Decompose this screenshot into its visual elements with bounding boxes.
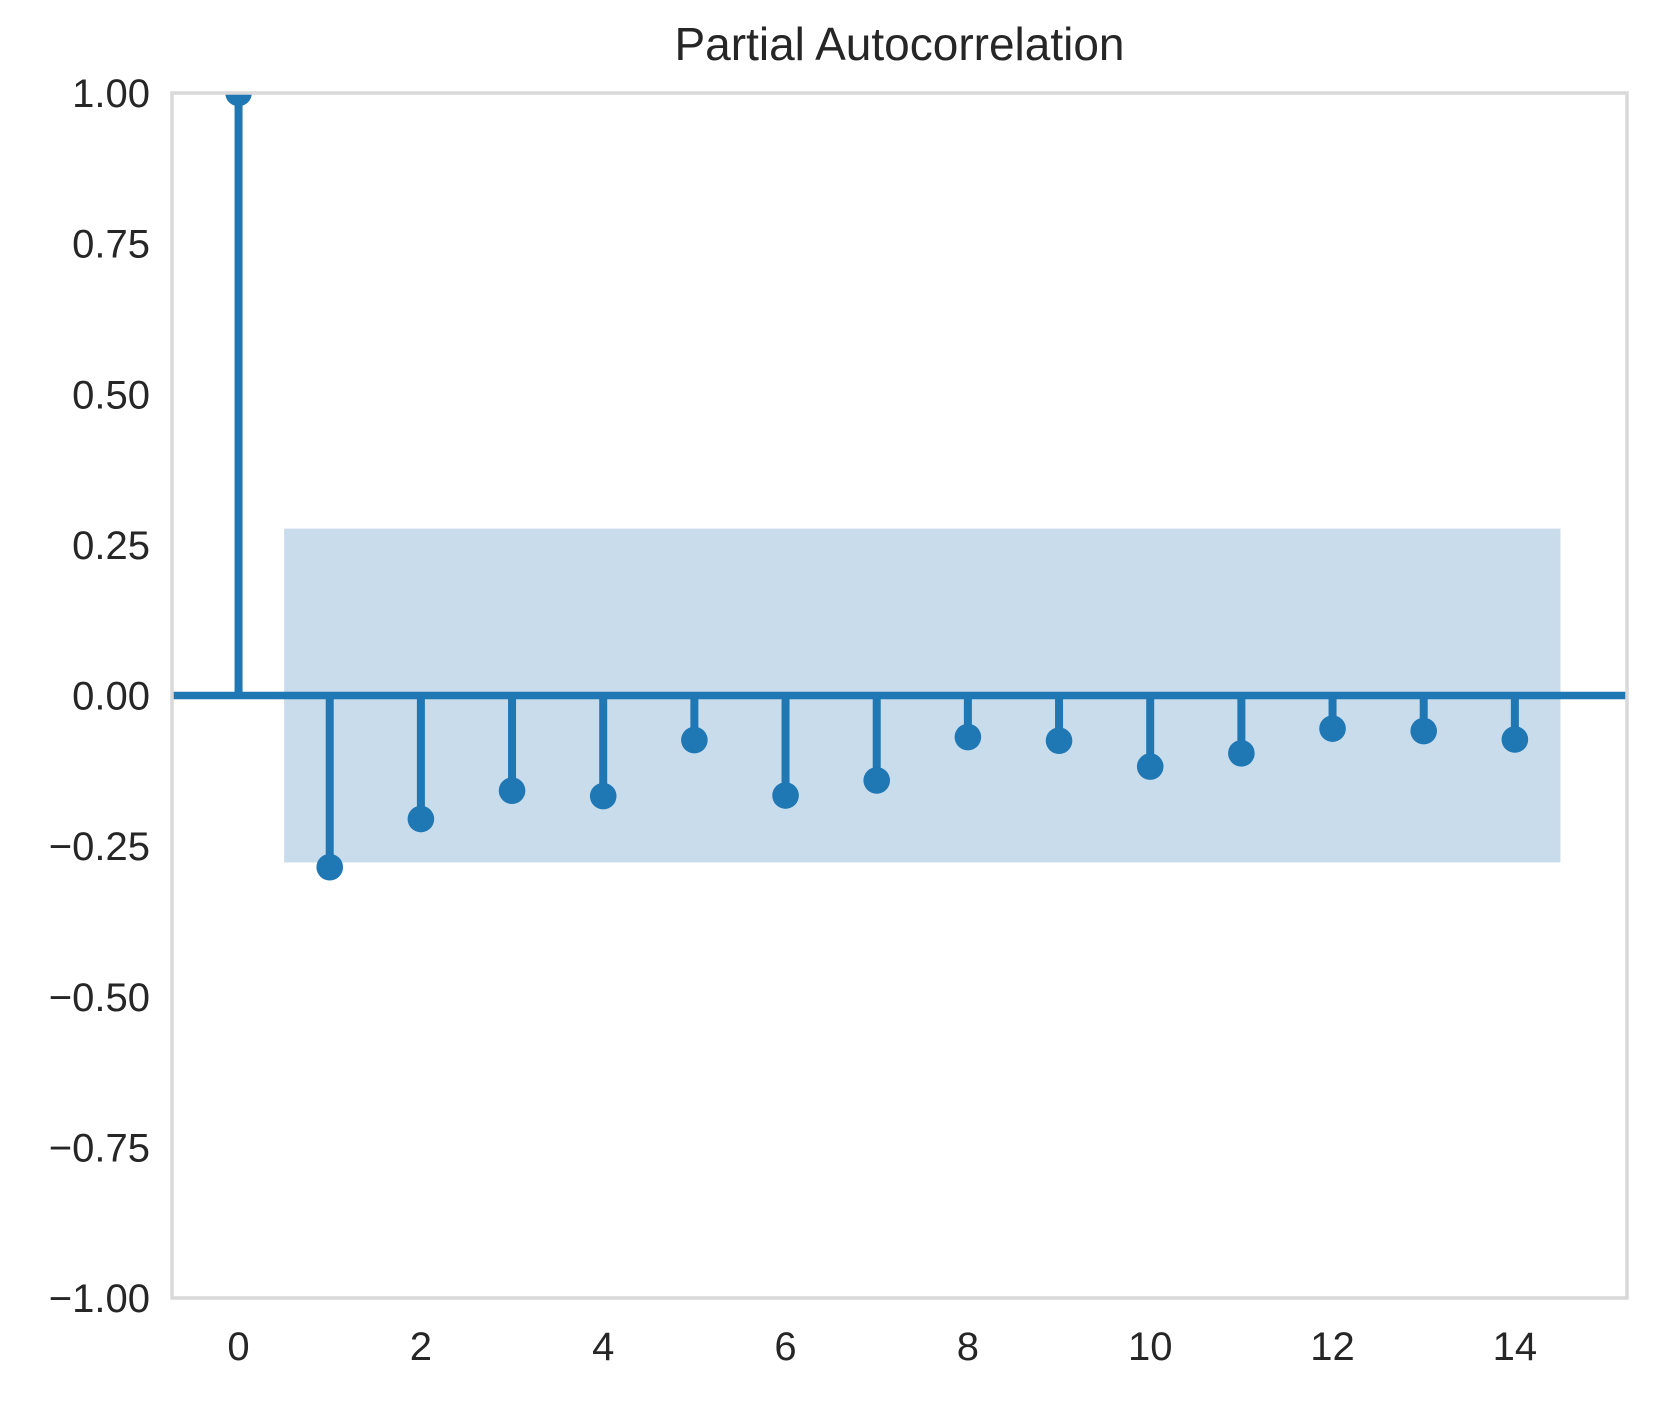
marker-lag-14 bbox=[1501, 726, 1529, 753]
marker-lag-0 bbox=[225, 93, 252, 107]
chart-title: Partial Autocorrelation bbox=[674, 18, 1124, 70]
x-tick-label-14: 14 bbox=[1493, 1325, 1538, 1369]
marker-lag-3 bbox=[498, 777, 526, 804]
x-axis-tick-labels: 0 2 4 6 8 10 12 14 bbox=[227, 1325, 1537, 1369]
y-tick-label-−1.00: −1.00 bbox=[49, 1277, 150, 1321]
y-axis-tick-labels: 1.00 0.75 0.50 0.25 0.00 −0.25 −0.50 −0.75 −1.00 bbox=[49, 72, 150, 1321]
x-tick-label-2: 2 bbox=[410, 1325, 432, 1369]
y-tick-label-−0.50: −0.50 bbox=[49, 976, 150, 1020]
marker-lag-12 bbox=[1319, 715, 1346, 742]
y-tick-label-0.50: 0.50 bbox=[72, 373, 150, 417]
x-tick-label-8: 8 bbox=[957, 1325, 979, 1369]
marker-lag-6 bbox=[772, 782, 799, 809]
y-tick-label-−0.75: −0.75 bbox=[49, 1126, 150, 1170]
marker-lag-11 bbox=[1228, 740, 1255, 767]
axes-frame bbox=[170, 91, 1629, 1300]
x-tick-label-0: 0 bbox=[227, 1325, 249, 1369]
x-tick-label-12: 12 bbox=[1310, 1325, 1355, 1369]
marker-lag-10 bbox=[1136, 753, 1164, 780]
marker-lag-5 bbox=[681, 726, 708, 754]
x-tick-label-6: 6 bbox=[774, 1325, 796, 1369]
marker-lag-2 bbox=[407, 805, 435, 833]
y-tick-label-0.00: 0.00 bbox=[72, 675, 150, 719]
x-tick-label-10: 10 bbox=[1128, 1325, 1173, 1369]
stem-series-layer bbox=[172, 93, 1627, 881]
marker-lag-1 bbox=[316, 853, 344, 881]
y-tick-label-1.00: 1.00 bbox=[72, 72, 150, 116]
marker-lag-4 bbox=[589, 782, 617, 810]
x-tick-label-4: 4 bbox=[592, 1325, 614, 1369]
marker-lag-9 bbox=[1045, 727, 1073, 754]
marker-lag-13 bbox=[1410, 717, 1438, 745]
y-tick-label-0.75: 0.75 bbox=[72, 223, 150, 267]
marker-lag-8 bbox=[954, 723, 982, 751]
y-tick-label-−0.25: −0.25 bbox=[49, 825, 150, 869]
y-tick-label-0.25: 0.25 bbox=[72, 524, 150, 568]
marker-lag-7 bbox=[863, 767, 891, 794]
